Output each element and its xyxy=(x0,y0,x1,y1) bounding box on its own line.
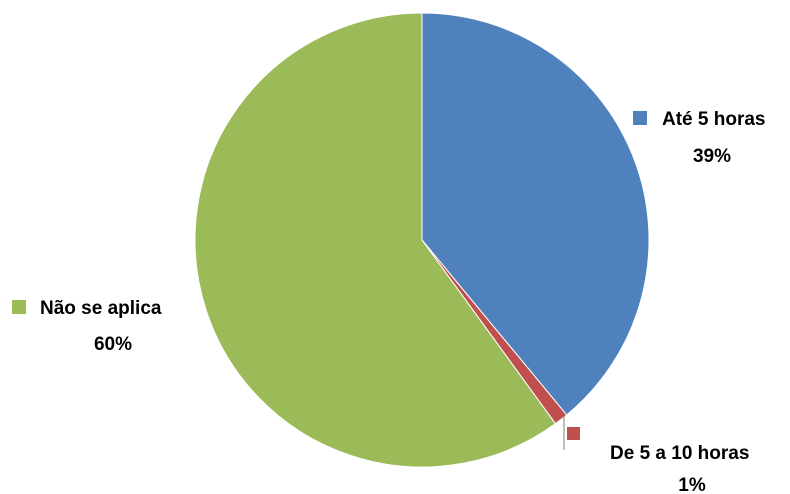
data-label-ate-5-horas-percent: 39% xyxy=(693,146,731,167)
data-label-nao-se-aplica-percent: 60% xyxy=(94,334,132,355)
data-label-de-5-a-10-horas-name: De 5 a 10 horas xyxy=(610,443,749,464)
legend-key-de-5-a-10-horas xyxy=(567,427,580,440)
data-label-de-5-a-10-horas-percent: 1% xyxy=(678,475,706,494)
legend-key-nao-se-aplica xyxy=(12,300,26,314)
pie-slices xyxy=(194,12,650,468)
legend-key-ate-5-horas xyxy=(633,111,647,125)
data-label-ate-5-horas-name: Até 5 horas xyxy=(662,109,765,130)
data-label-de-5-a-10-horas: De 5 a 10 horas 1% xyxy=(567,427,749,494)
pie-slice-ate-5-horas xyxy=(421,12,650,416)
data-label-ate-5-horas: Até 5 horas 39% xyxy=(633,109,765,167)
data-label-nao-se-aplica-name: Não se aplica xyxy=(40,298,162,319)
pie-slice-nao-se-aplica xyxy=(194,12,557,468)
data-label-nao-se-aplica: Não se aplica 60% xyxy=(12,298,162,355)
